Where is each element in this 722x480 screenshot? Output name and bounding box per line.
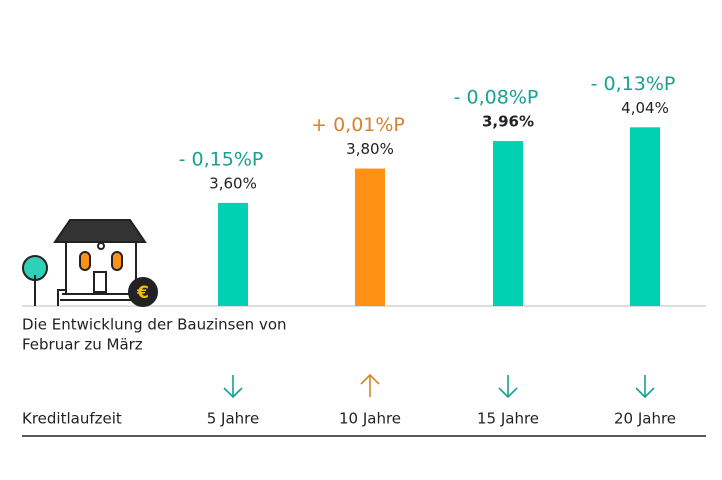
value-label: 3,80% <box>346 140 394 158</box>
x-tick-label: 5 Jahre <box>207 410 260 428</box>
value-label: 3,60% <box>209 174 257 192</box>
change-arrow <box>498 375 518 399</box>
change-label: - 0,13%P <box>591 73 676 95</box>
change-label: + 0,01%P <box>311 114 405 136</box>
bar <box>355 168 385 306</box>
house-illustration: € <box>22 219 706 307</box>
x-tick-label: 20 Jahre <box>614 410 676 428</box>
change-arrow <box>360 373 380 397</box>
caption: Februar zu März <box>22 336 143 354</box>
value-label: 4,04% <box>621 99 669 117</box>
bar <box>218 202 248 306</box>
x-tick-label: 15 Jahre <box>477 410 539 428</box>
change-label: - 0,08%P <box>454 87 539 109</box>
change-label: - 0,15%P <box>179 148 264 170</box>
x-tick-label: 10 Jahre <box>339 410 401 428</box>
change-arrow <box>223 375 243 399</box>
x-label: Kreditlaufzeit <box>22 410 122 428</box>
caption: Die Entwicklung der Bauzinsen von <box>22 316 287 334</box>
change-arrow <box>635 375 655 399</box>
bar <box>493 141 523 306</box>
svg-text:€: € <box>136 283 149 303</box>
bar <box>630 127 660 307</box>
value-label: 3,96% <box>482 113 534 131</box>
